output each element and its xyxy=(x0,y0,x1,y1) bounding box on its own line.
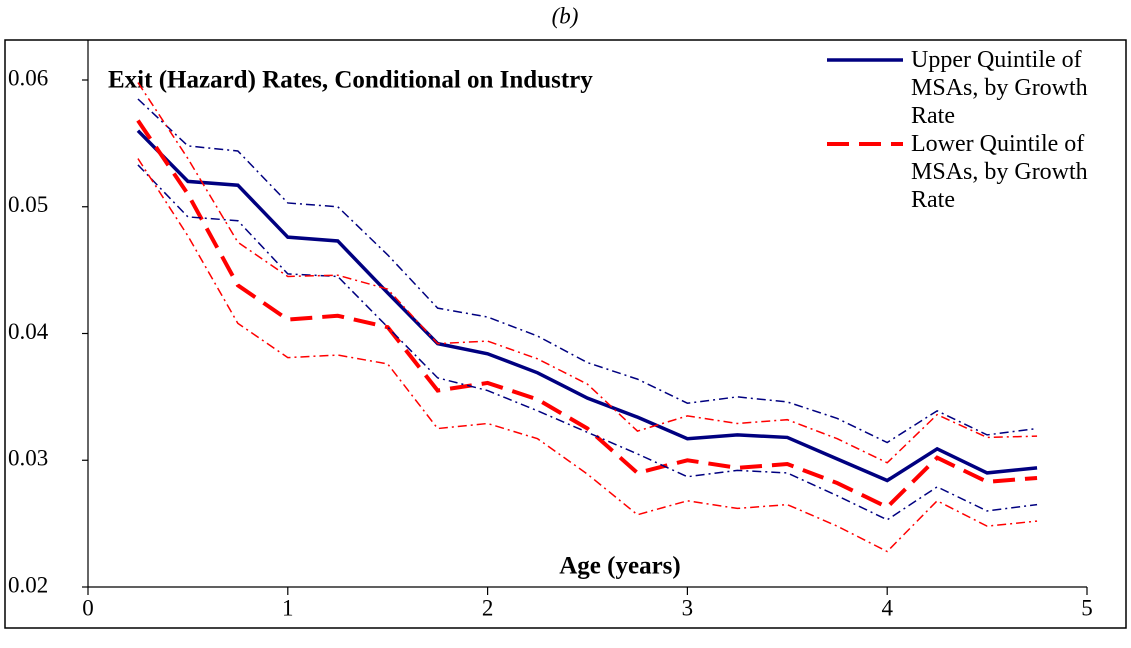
y-tick-label: 0.04 xyxy=(8,319,49,344)
x-tick-label: 4 xyxy=(881,595,893,620)
legend-swatch xyxy=(827,58,903,62)
legend-entry: Lower Quintile of MSAs, by Growth Rate xyxy=(823,130,1123,214)
chart-subtitle: (b) xyxy=(552,3,579,28)
legend-entry: Upper Quintile of MSAs, by Growth Rate xyxy=(823,46,1123,130)
y-tick-label: 0.02 xyxy=(8,572,48,597)
x-tick-label: 2 xyxy=(482,595,494,620)
x-tick-label: 1 xyxy=(282,595,294,620)
series-line xyxy=(136,119,1038,510)
y-tick-label: 0.06 xyxy=(8,65,48,90)
y-tick-label: 0.03 xyxy=(8,446,48,471)
x-tick-label: 5 xyxy=(1081,595,1093,620)
frame xyxy=(4,39,1127,629)
x-tick-label: 0 xyxy=(82,595,94,620)
series-line xyxy=(137,164,1038,521)
series-line xyxy=(137,82,1038,464)
y-tick-label: 0.05 xyxy=(8,192,48,217)
legend: Upper Quintile of MSAs, by Growth Rate Lo… xyxy=(823,46,1123,214)
series-line xyxy=(136,129,1038,483)
legend-swatch xyxy=(827,142,903,146)
series-line xyxy=(137,98,1038,444)
legend-label: Lower Quintile of MSAs, by Growth Rate xyxy=(911,131,1088,213)
legend-label: Upper Quintile of MSAs, by Growth Rate xyxy=(911,47,1088,129)
x-tick-label: 3 xyxy=(682,595,694,620)
chart-title: Exit (Hazard) Rates, Conditional on Indu… xyxy=(108,67,593,94)
x-axis-label: Age (years) xyxy=(559,553,680,580)
series-line xyxy=(137,158,1038,553)
